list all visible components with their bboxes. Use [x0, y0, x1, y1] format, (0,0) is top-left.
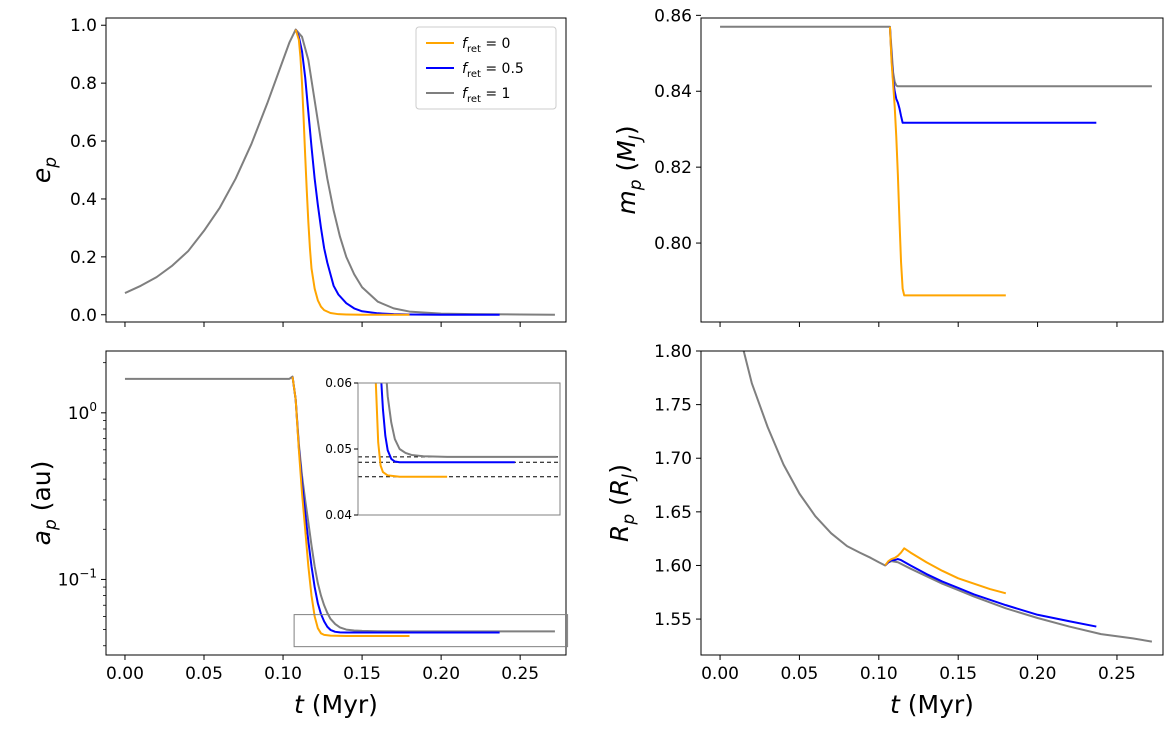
y-tick-label: 0.4 — [70, 190, 97, 210]
y-tick-label: 0.86 — [654, 6, 692, 26]
x-tick-label: 0.15 — [939, 664, 977, 684]
legend-frame — [415, 26, 557, 110]
legend-label-fret05: fret = 0.5 — [462, 61, 524, 80]
axes-frame — [700, 17, 1164, 323]
series-line-fret0 — [294, 29, 410, 316]
legend-label-fret1: fret = 1 — [462, 86, 510, 105]
y-tick-label: 1.75 — [654, 396, 692, 416]
y-tick-label: 0.8 — [70, 74, 97, 94]
y-tick-label: 0.6 — [70, 132, 97, 152]
y-axis-label: ep — [27, 157, 61, 183]
y-tick-label: 0.0 — [70, 306, 97, 326]
y-tick-label: 0.80 — [654, 234, 692, 254]
inset-zoom-box — [293, 614, 569, 648]
inset-series-line-fret0 — [374, 383, 448, 478]
series-line-fret0 — [291, 376, 410, 637]
y-axis-label: mp (MJ) — [612, 125, 646, 214]
y-tick-label: 0.84 — [654, 82, 692, 102]
inset: 0.04 0.05 0.06 — [293, 376, 569, 648]
legend-label-fret0: fret = 0 — [462, 36, 510, 55]
x-tick-label: 0.25 — [501, 664, 539, 684]
y-axis-label: ap (au) — [27, 461, 61, 546]
x-tick-label: 0.20 — [1019, 664, 1057, 684]
inset-y-tick-label: 0.05 — [325, 442, 352, 456]
x-tick-label: 0.20 — [422, 664, 460, 684]
y-tick-label: 100 — [68, 400, 97, 424]
inset-series-line-fret1 — [385, 383, 557, 458]
x-tick-label: 0.15 — [343, 664, 381, 684]
series-line-fret1 — [124, 28, 555, 316]
panel-radius: 0.00 0.05 0.10 0.15 0.20 0.25 1.55 1.60 1.65 1.70… — [605, 342, 1164, 719]
y-tick-label: 1.60 — [654, 556, 692, 576]
series-line-fret05 — [884, 558, 1097, 628]
y-tick-label: 10−1 — [58, 566, 97, 590]
panel-mass: 0.80 0.82 0.84 0.86 mp (MJ) — [612, 6, 1164, 327]
y-tick-label: 0.2 — [70, 248, 97, 268]
inset-series-group — [358, 383, 560, 478]
y-tick-label: 1.55 — [654, 610, 692, 630]
x-tick-label: 0.05 — [781, 664, 819, 684]
series-line-fret05 — [888, 26, 1097, 124]
axes-frame — [105, 350, 567, 656]
series-group — [124, 28, 555, 316]
legend: fret = 0 fret = 0.5 fret = 1 — [415, 26, 557, 110]
series-group — [720, 25, 1152, 297]
series-group — [742, 351, 1153, 643]
x-tick-label: 0.10 — [264, 664, 302, 684]
y-tick-label: 1.80 — [654, 342, 692, 362]
series-line-fret1 — [720, 25, 1152, 88]
x-tick-label: 0.00 — [106, 664, 144, 684]
series-line-fret1 — [742, 351, 1153, 643]
y-axis-label: Rp (RJ) — [605, 464, 639, 542]
inset-y-tick-label: 0.04 — [325, 508, 352, 522]
axes-frame — [700, 350, 1164, 656]
y-tick-label: 1.0 — [70, 16, 97, 36]
x-tick-label: 0.05 — [185, 664, 223, 684]
y-tick-label: 1.65 — [654, 503, 692, 523]
x-tick-label: 0.25 — [1098, 664, 1136, 684]
series-group — [124, 375, 555, 637]
inset-y-tick-label: 0.06 — [325, 376, 352, 390]
x-tick-label: 0.10 — [860, 664, 898, 684]
inset-background — [358, 383, 560, 515]
axes-frame — [105, 17, 567, 323]
x-axis-label: t (Myr) — [294, 690, 378, 719]
inset-series-line-fret05 — [380, 383, 515, 464]
series-line-fret0 — [884, 547, 1007, 595]
y-tick-label: 1.70 — [654, 449, 692, 469]
series-line-fret0 — [888, 26, 1006, 297]
y-tick-label: 0.82 — [654, 158, 692, 178]
x-tick-label: 0.00 — [701, 664, 739, 684]
x-axis-label: t (Myr) — [890, 690, 974, 719]
panel-semimajor: 0.00 0.05 0.10 0.15 0.20 0.25 10−1 100 ap (au) t … — [27, 350, 569, 719]
